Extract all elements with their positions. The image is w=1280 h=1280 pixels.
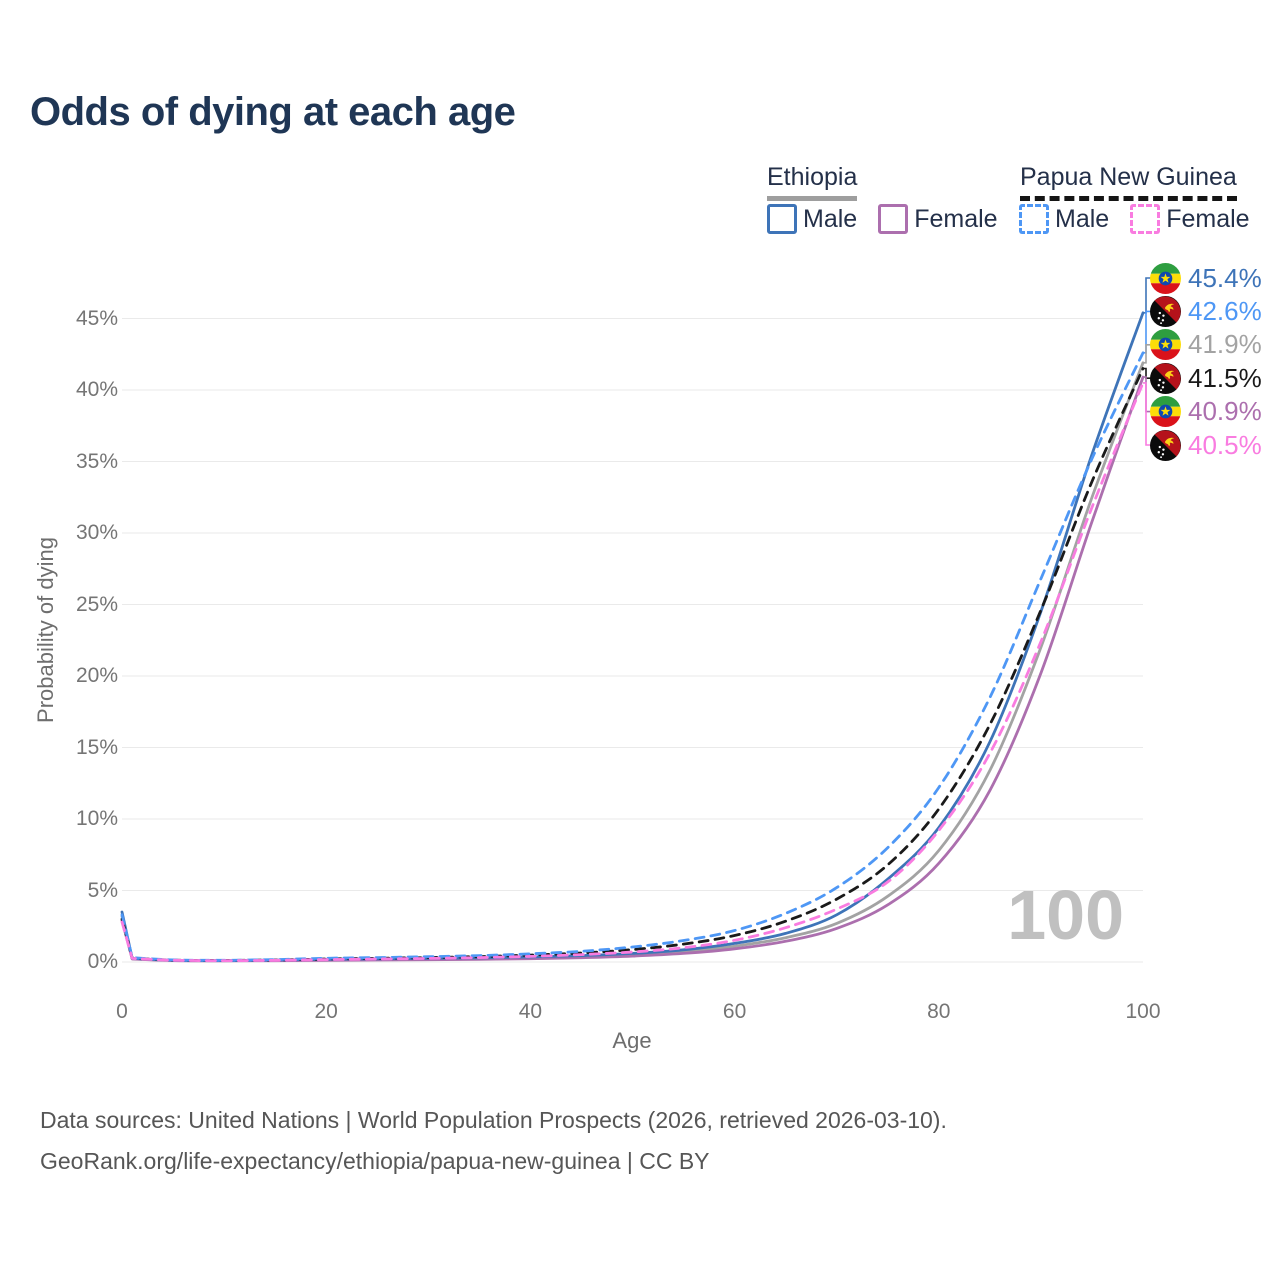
x-axis-title: Age xyxy=(612,1028,652,1053)
papua-new-guinea-dashed-line-swatch xyxy=(1020,196,1237,201)
series-line-papua-new-guinea-female xyxy=(120,381,1145,962)
ethiopia-male-swatch-icon xyxy=(767,204,797,234)
series-line-ethiopia-female xyxy=(120,375,1145,963)
legend-label: Female xyxy=(1166,204,1250,233)
ethiopia-solid-line-swatch xyxy=(767,196,858,201)
legend-country-ethiopia[interactable]: Ethiopia xyxy=(767,163,858,191)
series-line-ethiopia-male xyxy=(120,311,1145,962)
end-label-leader-line xyxy=(1143,277,1154,314)
legend-group-ethiopia: Ethiopia xyxy=(767,163,858,201)
y-axis-title: Probability of dying xyxy=(33,537,58,723)
series-line-papua-new-guinea-both-sexes xyxy=(120,367,1145,962)
age-counter-watermark: 100 xyxy=(1007,876,1124,954)
legend-label: Female xyxy=(914,204,998,233)
legend-item-ethiopia-female[interactable]: Female xyxy=(878,204,998,234)
legend-country-papua-new-guinea[interactable]: Papua New Guinea xyxy=(1020,163,1237,191)
series-line-papua-new-guinea-male xyxy=(120,351,1145,962)
legend-item-ethiopia-male[interactable]: Male xyxy=(767,204,857,234)
png-female-swatch-icon xyxy=(1130,204,1161,234)
end-label-leader-line xyxy=(1143,310,1154,354)
legend-row-papua-new-guinea: Male Female xyxy=(1019,204,1271,234)
series-line-ethiopia-both-sexes xyxy=(120,361,1145,963)
legend-label: Male xyxy=(1055,204,1110,233)
legend-item-png-female[interactable]: Female xyxy=(1130,204,1250,234)
end-label-leader-line xyxy=(1143,382,1154,446)
legend-label: Male xyxy=(803,204,858,233)
legend-item-png-male[interactable]: Male xyxy=(1019,204,1109,234)
png-male-swatch-icon xyxy=(1019,204,1049,234)
legend-row-ethiopia: Male Female xyxy=(767,204,1019,234)
legend-group-papua-new-guinea: Papua New Guinea xyxy=(1020,163,1237,201)
end-label-leader-line xyxy=(1143,344,1154,364)
ethiopia-female-swatch-icon xyxy=(878,204,909,234)
page-title: Odds of dying at each age xyxy=(30,90,516,134)
data-sources-text: Data sources: United Nations | World Pop… xyxy=(40,1107,947,1133)
attribution-text: GeoRank.org/life-expectancy/ethiopia/pap… xyxy=(40,1148,710,1174)
